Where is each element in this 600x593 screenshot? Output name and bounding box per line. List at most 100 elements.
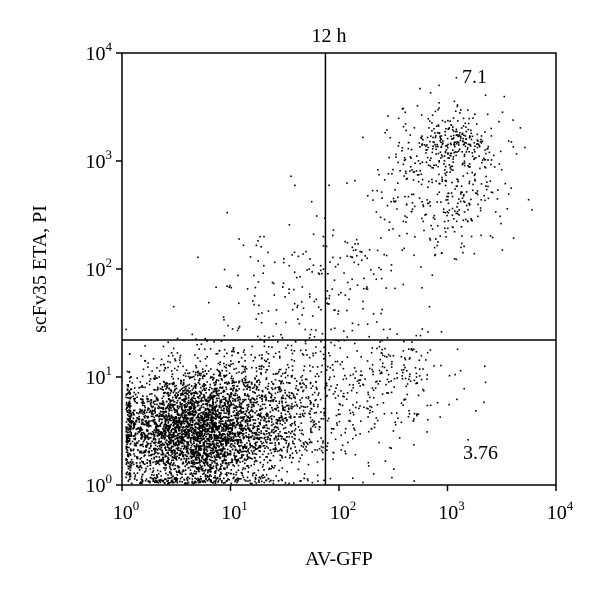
data-point bbox=[146, 409, 149, 411]
data-point bbox=[173, 454, 176, 457]
data-point bbox=[225, 412, 227, 415]
data-point bbox=[277, 419, 280, 422]
data-point bbox=[180, 392, 182, 395]
data-point bbox=[265, 378, 268, 381]
data-point bbox=[288, 416, 291, 418]
data-point bbox=[164, 429, 167, 432]
data-point bbox=[183, 442, 185, 445]
data-point bbox=[125, 426, 127, 428]
data-point bbox=[279, 454, 281, 456]
data-point bbox=[300, 445, 303, 447]
data-point bbox=[178, 429, 180, 431]
data-point bbox=[287, 444, 290, 447]
data-point bbox=[231, 429, 233, 432]
data-point bbox=[149, 403, 152, 405]
data-point bbox=[221, 426, 223, 429]
data-point bbox=[136, 412, 138, 414]
data-point bbox=[247, 457, 249, 459]
data-point bbox=[313, 424, 315, 426]
data-point bbox=[128, 415, 130, 417]
data-point bbox=[202, 400, 204, 402]
data-point bbox=[199, 424, 202, 427]
data-point bbox=[191, 453, 194, 456]
data-point bbox=[179, 356, 181, 359]
data-point bbox=[315, 398, 317, 401]
data-point bbox=[191, 473, 193, 476]
data-point bbox=[155, 463, 157, 465]
data-point bbox=[318, 428, 321, 431]
data-point bbox=[171, 382, 173, 385]
data-point bbox=[203, 375, 206, 377]
data-point bbox=[211, 421, 213, 423]
data-point bbox=[183, 414, 186, 416]
data-point bbox=[182, 432, 184, 435]
data-point bbox=[256, 425, 258, 428]
data-point bbox=[210, 392, 213, 395]
data-point bbox=[322, 446, 324, 449]
data-point bbox=[129, 474, 132, 477]
data-point bbox=[193, 406, 195, 408]
data-point bbox=[164, 436, 166, 438]
data-point bbox=[225, 423, 228, 425]
data-point bbox=[236, 389, 239, 392]
data-point bbox=[165, 449, 168, 451]
data-point bbox=[176, 455, 178, 458]
data-point bbox=[151, 474, 153, 476]
data-point bbox=[405, 385, 408, 388]
data-point bbox=[264, 447, 266, 449]
data-point bbox=[181, 463, 184, 465]
data-point bbox=[237, 442, 240, 444]
data-point bbox=[130, 449, 133, 452]
data-point bbox=[181, 445, 183, 448]
data-point bbox=[137, 431, 140, 433]
data-point bbox=[212, 377, 215, 379]
data-point bbox=[273, 426, 276, 429]
data-point bbox=[229, 440, 232, 442]
data-point bbox=[205, 477, 207, 480]
data-point bbox=[151, 471, 154, 473]
data-point bbox=[215, 410, 217, 413]
data-point bbox=[244, 370, 246, 373]
data-point bbox=[161, 402, 163, 405]
data-point bbox=[288, 391, 290, 394]
data-point bbox=[251, 397, 254, 399]
data-point bbox=[192, 408, 195, 410]
data-point bbox=[280, 448, 283, 451]
data-point bbox=[266, 412, 268, 415]
data-point bbox=[295, 403, 298, 406]
data-point bbox=[211, 395, 213, 398]
data-point bbox=[230, 424, 233, 426]
data-point bbox=[222, 430, 225, 432]
data-point bbox=[143, 463, 146, 465]
data-point bbox=[215, 456, 217, 458]
data-point bbox=[216, 455, 219, 458]
data-point bbox=[211, 404, 214, 407]
data-point bbox=[166, 382, 168, 385]
data-point bbox=[143, 405, 146, 407]
data-point bbox=[264, 395, 267, 397]
data-point bbox=[265, 456, 267, 458]
data-point bbox=[281, 400, 283, 403]
data-point bbox=[316, 440, 319, 443]
data-point bbox=[244, 444, 246, 446]
data-point bbox=[196, 405, 199, 407]
data-point bbox=[134, 400, 136, 403]
data-point bbox=[209, 386, 211, 389]
data-point bbox=[199, 407, 201, 410]
data-point bbox=[245, 378, 247, 381]
data-point bbox=[262, 441, 265, 444]
data-point bbox=[267, 382, 270, 385]
data-point bbox=[205, 435, 207, 438]
data-point bbox=[202, 424, 204, 426]
data-point bbox=[306, 478, 309, 480]
data-point bbox=[234, 426, 237, 428]
data-point bbox=[132, 463, 135, 466]
data-point bbox=[318, 421, 320, 423]
data-point bbox=[140, 457, 143, 459]
data-point bbox=[204, 431, 207, 433]
data-point bbox=[202, 403, 204, 405]
data-point bbox=[187, 481, 190, 484]
data-point bbox=[241, 434, 244, 437]
data-point bbox=[155, 441, 157, 444]
data-point bbox=[188, 435, 190, 437]
